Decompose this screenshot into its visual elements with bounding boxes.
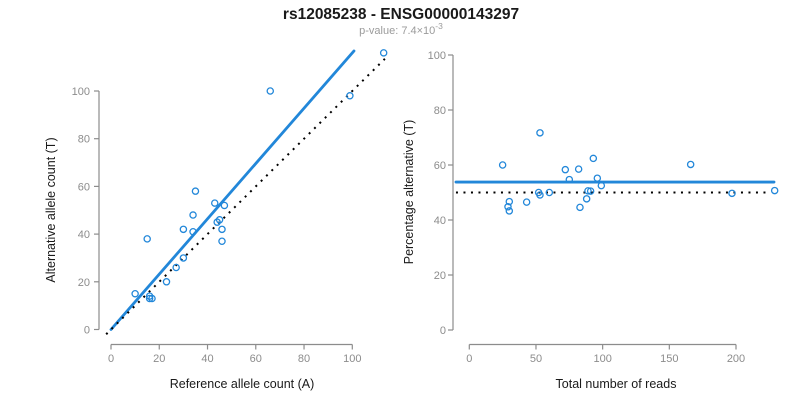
- data-point: [522, 198, 531, 206]
- data-point: [220, 201, 229, 210]
- data-point: [584, 187, 592, 195]
- reads-vs-percentage-scatter-panel: 0 20 40 60 80 100 0 50 100 150 200: [428, 50, 779, 365]
- data-point: [148, 294, 156, 303]
- data-point: [189, 211, 197, 219]
- x-tick-label: 150: [660, 353, 678, 365]
- data-point: [586, 187, 595, 195]
- p-value-text: p-value: 7.4×10: [359, 25, 435, 37]
- data-point: [686, 160, 695, 169]
- page-title: rs12085238 - ENSG00000143297: [283, 6, 519, 23]
- data-point: [505, 207, 514, 215]
- y-tick-label: 80: [434, 105, 446, 117]
- p-value-exponent: -3: [435, 21, 443, 31]
- x-tick-label: 50: [530, 353, 542, 365]
- x-tick-label: 80: [298, 353, 310, 365]
- y-tick-label: 20: [78, 277, 90, 289]
- data-point: [504, 203, 512, 211]
- y-tick-label: 0: [84, 325, 90, 337]
- data-point: [179, 254, 188, 262]
- y-tick-label: 40: [434, 215, 446, 227]
- data-point: [189, 227, 197, 236]
- x-tick-label: 0: [466, 353, 472, 365]
- y-tick-label: 20: [434, 270, 446, 282]
- y-tick-label: 80: [78, 134, 90, 146]
- p-value-label: p-value: 7.4×10-3: [359, 21, 443, 37]
- x-axis-label-right: Total number of reads: [556, 377, 677, 391]
- data-point: [589, 154, 598, 163]
- data-point: [576, 203, 584, 212]
- x-tick-label: 40: [201, 353, 213, 365]
- data-point: [498, 161, 507, 169]
- x-tick-label: 200: [727, 353, 745, 365]
- data-point: [191, 187, 200, 195]
- identity-line: [105, 58, 386, 335]
- y-tick-label: 0: [440, 325, 446, 337]
- data-point: [597, 181, 606, 190]
- data-point: [143, 235, 151, 243]
- data-point: [218, 225, 226, 234]
- data-point: [582, 195, 591, 203]
- fit-line: [109, 49, 356, 331]
- x-tick-label: 60: [250, 353, 262, 365]
- x-tick-label: 100: [343, 353, 361, 365]
- data-point: [179, 225, 188, 234]
- x-tick-label: 100: [593, 353, 611, 365]
- data-point: [218, 237, 226, 246]
- data-point: [728, 189, 736, 198]
- data-point: [561, 165, 570, 174]
- x-tick-label: 0: [108, 353, 114, 365]
- data-point: [346, 92, 354, 100]
- y-axis-label-right: Percentage alternative (T): [402, 120, 416, 265]
- data-point: [162, 278, 171, 286]
- y-axis-label-left: Alternative allele count (T): [44, 137, 58, 282]
- y-tick-label: 60: [434, 160, 446, 172]
- y-tick-label: 100: [72, 86, 90, 98]
- data-point: [505, 197, 514, 206]
- x-axis-label-left: Reference allele count (A): [170, 377, 315, 391]
- data-point: [574, 165, 583, 173]
- ref-vs-alt-scatter-panel: 0 20 40 60 80 100 0 20 40 60 80 100: [72, 49, 388, 365]
- data-point: [593, 174, 602, 182]
- data-point: [131, 289, 139, 298]
- data-point: [145, 294, 154, 303]
- y-tick-label: 60: [78, 181, 90, 193]
- data-point: [545, 188, 554, 197]
- x-tick-label: 20: [153, 353, 165, 365]
- data-point: [211, 199, 219, 207]
- data-point: [172, 263, 180, 272]
- y-tick-label: 40: [78, 229, 90, 241]
- data-point: [565, 175, 574, 184]
- data-point: [536, 191, 544, 199]
- data-point: [770, 186, 779, 195]
- data-point: [215, 216, 224, 224]
- data-point: [379, 49, 388, 57]
- y-tick-label: 100: [428, 50, 446, 62]
- data-point: [536, 129, 544, 137]
- data-point: [266, 87, 275, 95]
